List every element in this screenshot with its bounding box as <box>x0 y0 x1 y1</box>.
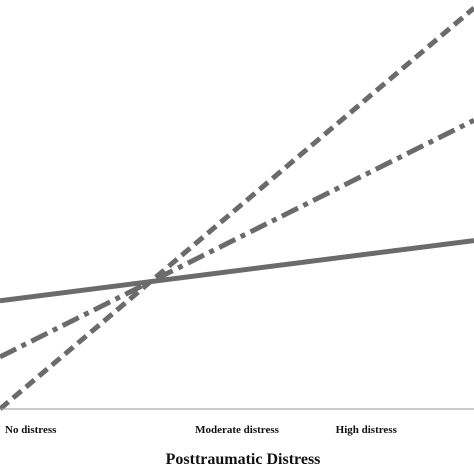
plot-lines <box>0 6 474 411</box>
x-tick-label: No distress <box>5 424 57 436</box>
x-tick-labels: No distress Moderate distress High distres… <box>5 424 398 436</box>
x-tick-label: Moderate distress <box>195 424 280 436</box>
series-line-dash-dot <box>0 118 474 360</box>
x-axis-title: Posttraumatic Distress <box>166 451 321 468</box>
x-tick-label: High distress <box>336 424 398 436</box>
series-line-dashed <box>0 6 474 411</box>
series-line-solid <box>0 238 474 304</box>
